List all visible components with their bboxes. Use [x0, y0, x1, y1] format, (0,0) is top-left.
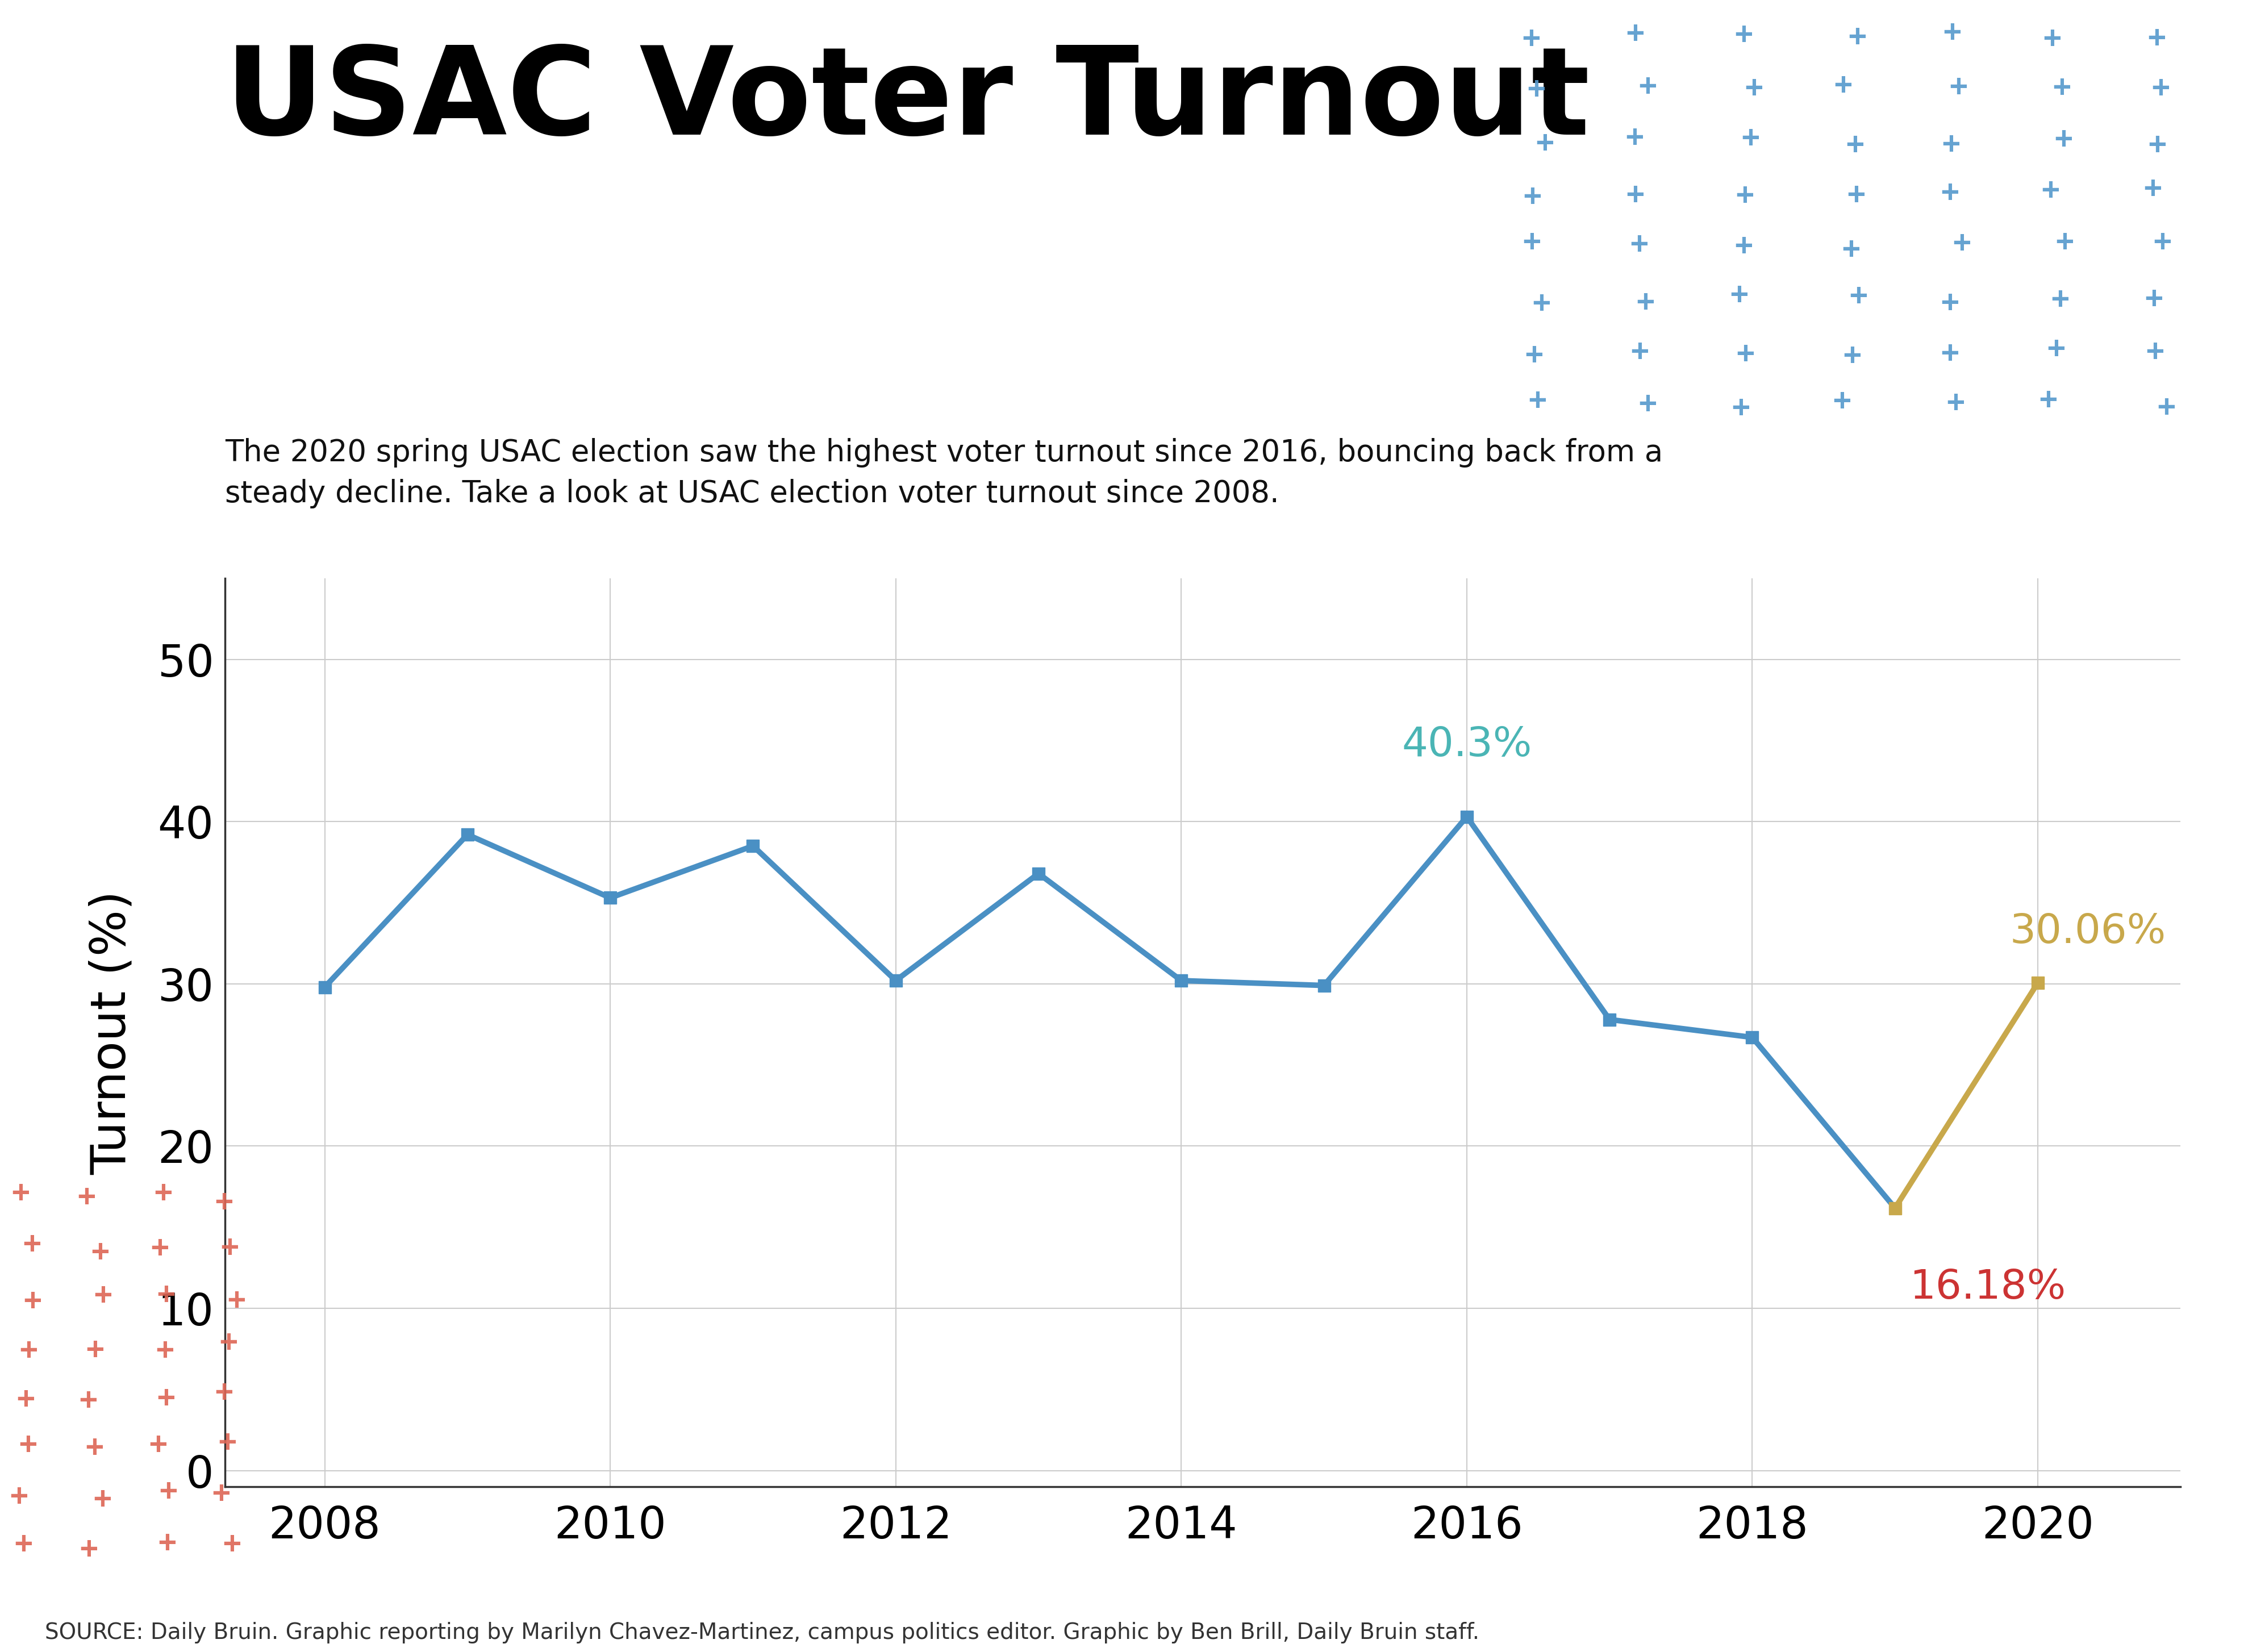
Text: +: + [155, 1335, 173, 1365]
Text: +: + [11, 1178, 29, 1208]
Text: +: + [1625, 18, 1643, 48]
Text: 40.3%: 40.3% [1401, 725, 1531, 765]
Text: +: + [22, 1287, 40, 1317]
Text: +: + [1630, 230, 1648, 259]
Text: +: + [2145, 173, 2163, 203]
Text: +: + [1731, 393, 1749, 423]
Text: +: + [1639, 71, 1657, 101]
Text: +: + [85, 1432, 103, 1462]
Text: +: + [1731, 279, 1749, 309]
Text: +: + [16, 1384, 34, 1414]
Text: +: + [1942, 18, 1960, 46]
Text: +: + [79, 1386, 97, 1416]
Text: +: + [223, 1530, 241, 1558]
Text: +: + [1625, 180, 1643, 210]
Text: +: + [2043, 25, 2061, 53]
Text: +: + [18, 1429, 36, 1459]
Text: +: + [1846, 131, 1864, 159]
Text: +: + [2151, 73, 2169, 102]
Text: +: + [1735, 180, 1753, 210]
Text: +: + [1524, 340, 1542, 370]
Text: +: + [1522, 228, 1540, 256]
Text: +: + [1850, 281, 1868, 311]
Text: +: + [1848, 23, 1866, 51]
Text: +: + [211, 1479, 229, 1508]
Text: +: + [1832, 387, 1850, 416]
Text: +: + [1947, 388, 1965, 418]
Text: +: + [216, 1378, 234, 1408]
Text: +: + [1735, 20, 1753, 50]
Text: +: + [94, 1485, 112, 1515]
Text: +: + [157, 1383, 175, 1412]
Text: +: + [1742, 124, 1760, 154]
Text: +: + [2147, 337, 2165, 367]
Text: +: + [216, 1188, 234, 1216]
Text: +: + [1940, 339, 1958, 368]
Text: +: + [2055, 124, 2073, 154]
Text: +: + [2147, 23, 2165, 53]
Text: +: + [2145, 284, 2163, 314]
Text: +: + [1535, 129, 1553, 159]
Text: +: + [227, 1285, 245, 1315]
Text: +: + [220, 1232, 238, 1262]
Text: +: + [20, 1336, 38, 1365]
Text: +: + [157, 1528, 175, 1558]
Text: +: + [1834, 71, 1852, 101]
Text: +: + [2052, 73, 2070, 102]
Text: +: + [1526, 74, 1544, 104]
Text: +: + [155, 1178, 173, 1208]
Text: +: + [148, 1431, 166, 1460]
Text: +: + [1524, 182, 1542, 211]
Text: +: + [157, 1280, 175, 1308]
Text: +: + [2050, 284, 2068, 314]
Text: +: + [1625, 122, 1643, 152]
Text: +: + [2041, 175, 2059, 205]
Text: +: + [81, 1535, 99, 1564]
Text: 16.18%: 16.18% [1909, 1267, 2066, 1307]
Text: +: + [22, 1229, 40, 1259]
Text: 30.06%: 30.06% [2010, 912, 2167, 952]
Text: +: + [1841, 235, 1859, 264]
Text: +: + [1522, 23, 1540, 53]
Text: +: + [151, 1232, 169, 1262]
Text: SOURCE: Daily Bruin. Graphic reporting by Marilyn Chavez-Martinez, campus politi: SOURCE: Daily Bruin. Graphic reporting b… [45, 1622, 1479, 1644]
Text: +: + [160, 1477, 178, 1507]
Text: +: + [1639, 388, 1657, 418]
Text: +: + [1942, 129, 1960, 159]
Text: +: + [92, 1237, 110, 1267]
Text: +: + [1533, 289, 1551, 319]
Text: +: + [9, 1482, 27, 1512]
Text: +: + [79, 1183, 97, 1211]
Text: +: + [1630, 337, 1648, 367]
Text: +: + [2048, 334, 2066, 363]
Text: +: + [1735, 339, 1753, 368]
Text: +: + [1940, 287, 1958, 317]
Text: +: + [1744, 73, 1762, 102]
Y-axis label: Turnout (%): Turnout (%) [88, 890, 135, 1175]
Text: +: + [85, 1335, 103, 1365]
Text: +: + [2039, 385, 2057, 415]
Text: +: + [2057, 228, 2075, 258]
Text: +: + [1949, 73, 1967, 102]
Text: +: + [1529, 385, 1547, 415]
Text: +: + [220, 1328, 238, 1358]
Text: +: + [2158, 393, 2176, 423]
Text: +: + [2154, 228, 2172, 256]
Text: +: + [13, 1530, 31, 1559]
Text: The 2020 spring USAC election saw the highest voter turnout since 2016, bouncing: The 2020 spring USAC election saw the hi… [225, 438, 1664, 509]
Text: +: + [1843, 340, 1861, 370]
Text: +: + [1954, 228, 1971, 258]
Text: +: + [2149, 131, 2167, 160]
Text: +: + [1940, 178, 1958, 208]
Text: +: + [94, 1280, 112, 1310]
Text: +: + [1637, 287, 1655, 317]
Text: +: + [1733, 231, 1753, 261]
Text: USAC Voter Turnout: USAC Voter Turnout [225, 41, 1589, 160]
Text: +: + [1848, 180, 1866, 210]
Text: +: + [218, 1427, 236, 1457]
